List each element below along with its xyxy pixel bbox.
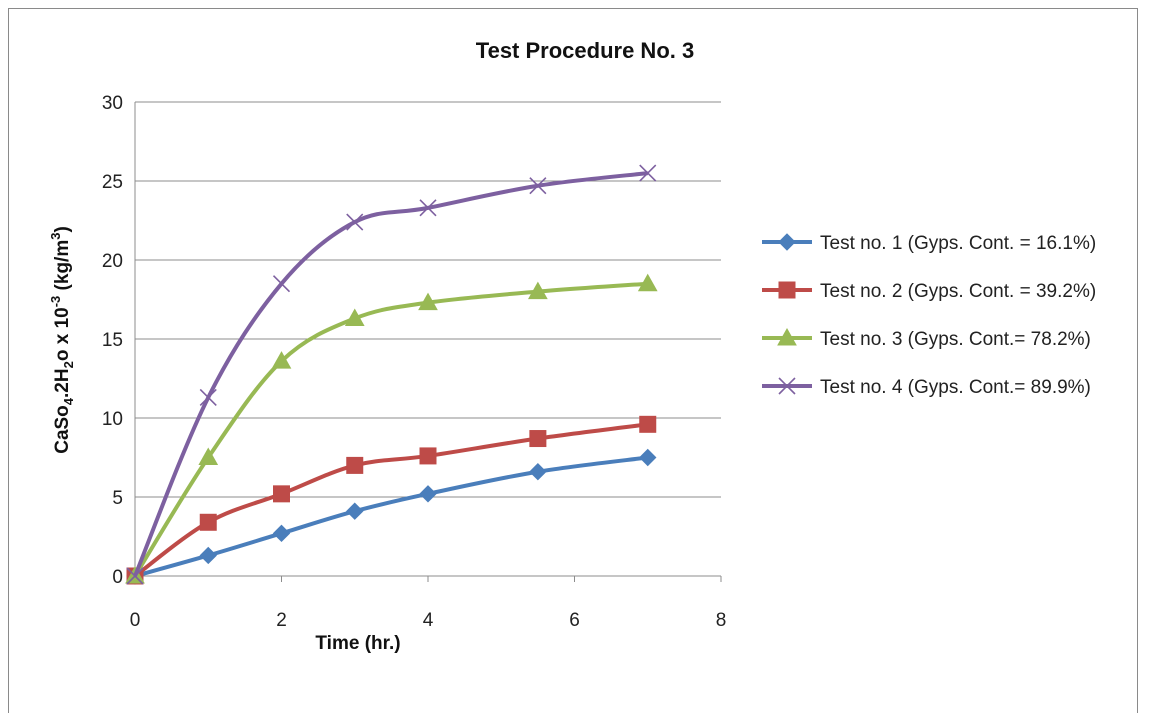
legend-marker-4 xyxy=(778,377,796,395)
legend-marker-4-stroke-b xyxy=(778,377,796,395)
series-2-point-7 xyxy=(639,415,657,433)
series-4-point-3 xyxy=(272,275,291,293)
series-2-point-6 xyxy=(529,430,547,448)
legend: Test no. 1 (Gyps. Cont. = 16.1%) Test no.… xyxy=(762,233,1096,398)
legend-entry-1: Test no. 1 (Gyps. Cont. = 16.1%) xyxy=(762,233,1096,254)
series-3-point-2 xyxy=(198,447,219,465)
series-4-point-7 xyxy=(639,164,657,182)
y-label-sub-2: 2 xyxy=(61,361,76,368)
series-layer xyxy=(125,164,658,585)
x-tick-label-2: 2 xyxy=(276,610,287,631)
series-2-point-4 xyxy=(346,456,364,474)
series-4-point-6 xyxy=(529,177,547,195)
y-tick-label-30: 30 xyxy=(102,93,123,114)
series-4-point-1 xyxy=(126,567,144,585)
y-tick-label-25: 25 xyxy=(102,172,123,193)
series-3-point-3 xyxy=(271,351,292,369)
legend-entry-2: Test no. 2 (Gyps. Cont. = 39.2%) xyxy=(762,281,1096,302)
legend-marker-3 xyxy=(777,327,797,346)
legend-marker-2 xyxy=(778,281,796,299)
series-4-point-4-stroke-b xyxy=(346,213,364,231)
legend-label-4: Test no. 4 (Gyps. Cont.= 89.9%) xyxy=(820,377,1091,398)
legend-label-3: Test no. 3 (Gyps. Cont.= 78.2%) xyxy=(820,329,1091,350)
series-1-point-5 xyxy=(419,485,437,503)
series-3-point-6 xyxy=(528,281,548,300)
y-tick-label-5: 5 xyxy=(112,488,123,509)
series-4 xyxy=(126,164,657,585)
y-label-part-5: ) xyxy=(52,226,73,232)
chart-title: Test Procedure No. 3 xyxy=(476,38,694,63)
x-tick-label-8: 8 xyxy=(716,610,727,631)
legend-entry-4: Test no. 4 (Gyps. Cont.= 89.9%) xyxy=(762,377,1091,398)
axes: 0 5 10 15 20 25 30 0 2 4 6 8 xyxy=(102,93,726,631)
series-4-point-7-stroke-b xyxy=(639,164,657,182)
series-1-point-2 xyxy=(199,546,217,565)
y-label-part-2: .2H xyxy=(52,368,73,398)
legend-label-2: Test no. 2 (Gyps. Cont. = 39.2%) xyxy=(820,281,1096,302)
y-axis-label: CaSo4.2H2o x 10-3 (kg/m3) xyxy=(48,226,76,454)
legend-marker-1 xyxy=(778,233,796,251)
series-1-point-3 xyxy=(272,524,291,543)
x-tick-label-4: 4 xyxy=(423,610,434,631)
series-4-point-5-stroke-b xyxy=(419,199,437,217)
y-label-sup-1: -3 xyxy=(48,296,63,308)
series-3-point-7 xyxy=(637,273,658,292)
x-tick-label-6: 6 xyxy=(569,610,580,631)
legend-entry-3: Test no. 3 (Gyps. Cont.= 78.2%) xyxy=(762,327,1091,350)
figure-border xyxy=(8,8,1138,713)
series-2-point-3 xyxy=(273,485,290,503)
y-label-sup-2: 3 xyxy=(48,233,63,240)
y-tick-label-20: 20 xyxy=(102,251,123,272)
series-2-point-5 xyxy=(419,447,437,465)
y-tick-label-0: 0 xyxy=(112,567,123,588)
series-4-point-6-stroke-b xyxy=(529,177,547,195)
series-3 xyxy=(125,273,658,584)
series-3-point-5 xyxy=(418,292,438,311)
series-1-point-4 xyxy=(346,502,364,520)
series-4-point-4 xyxy=(346,213,364,231)
y-tick-label-10: 10 xyxy=(102,409,123,430)
series-2-point-2 xyxy=(199,513,217,531)
x-tick-label-0: 0 xyxy=(130,610,141,631)
series-4-point-1-stroke-b xyxy=(126,567,144,585)
series-1-point-6 xyxy=(529,463,547,481)
legend-label-1: Test no. 1 (Gyps. Cont. = 16.1%) xyxy=(820,233,1096,254)
series-4-point-2 xyxy=(199,388,217,407)
series-3-point-4 xyxy=(344,308,365,326)
series-4-point-5 xyxy=(419,199,437,217)
y-label-part-3: o x 10 xyxy=(52,307,73,361)
y-label-part-1: CaSo xyxy=(52,405,73,454)
series-3-line xyxy=(133,281,648,578)
y-tick-label-15: 15 xyxy=(102,330,123,351)
y-label-part-4: (kg/m xyxy=(52,240,73,296)
series-4-point-3-stroke-b xyxy=(272,275,291,293)
x-axis-label: Time (hr.) xyxy=(315,633,400,654)
y-label-sub-1: 4 xyxy=(61,397,76,405)
series-4-point-2-stroke-b xyxy=(199,388,217,407)
series-1-point-7 xyxy=(639,448,657,467)
